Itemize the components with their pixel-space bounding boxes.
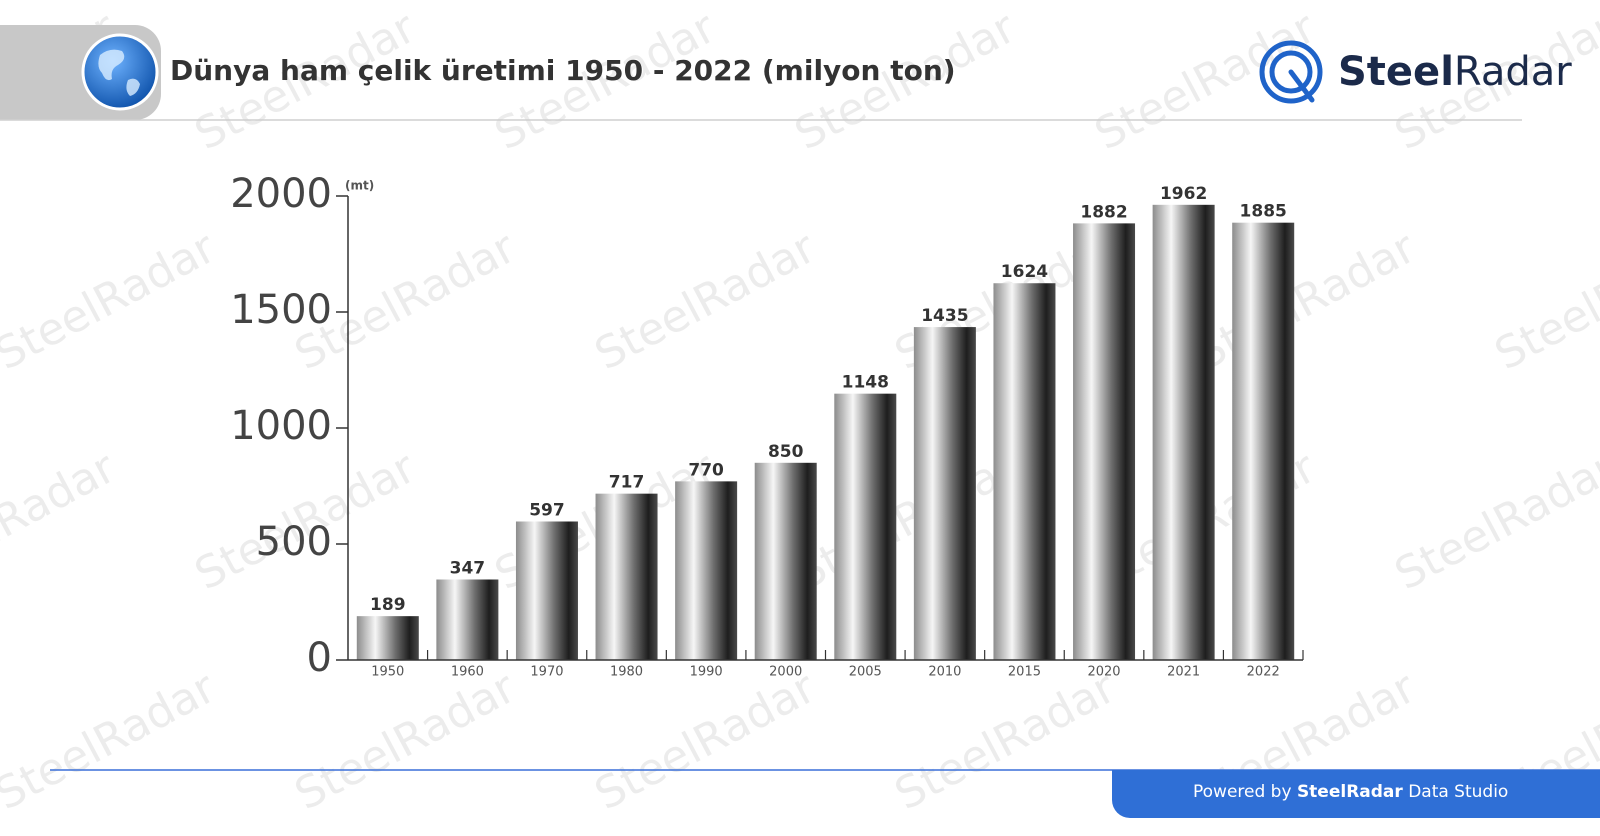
x-tick-label: 1980 [610, 665, 643, 680]
logo-second: Radar [1454, 49, 1572, 95]
x-tick-label: 2010 [928, 665, 961, 680]
bar [595, 493, 658, 660]
bar [834, 393, 897, 660]
globe-land [98, 49, 140, 96]
y-tick-label: 0 [307, 635, 332, 681]
bar [675, 481, 738, 660]
x-tick-label: 2005 [849, 665, 882, 680]
x-tick-label: 1950 [371, 665, 404, 680]
logo-first: Steel [1338, 49, 1454, 95]
globe-icon [81, 33, 159, 111]
value-label: 189 [370, 595, 406, 615]
x-tick-label: 1960 [451, 665, 484, 680]
x-tick-label: 2015 [1008, 665, 1041, 680]
plot: 0 500 1000 1500 2000 189 1950 347 1960 597 1970 717… [230, 171, 1304, 681]
y-tick-label: 500 [256, 519, 332, 565]
x-tick-label: 2021 [1167, 665, 1200, 680]
value-label: 347 [450, 558, 486, 578]
value-label: 1435 [921, 306, 968, 326]
bar [436, 579, 499, 660]
footer-text: Powered by SteelRadar Data Studio [1193, 782, 1508, 802]
watermark: SteelRadar [0, 662, 224, 821]
watermark: SteelRadar [587, 662, 825, 821]
watermark: SteelRadar [287, 662, 525, 821]
bar [1073, 223, 1136, 660]
value-label: 1882 [1080, 202, 1127, 222]
footer-band [1112, 770, 1600, 818]
y-tick-label: 1500 [230, 287, 332, 333]
unit-label: (mt) [345, 179, 374, 193]
x-tick-label: 2020 [1087, 665, 1120, 680]
value-label: 850 [768, 442, 804, 462]
x-tick-label: 2000 [769, 665, 802, 680]
footer-brand: SteelRadar [1297, 782, 1403, 802]
bar [913, 327, 976, 660]
y-tick-label: 2000 [230, 171, 332, 217]
watermark: SteelRadar [0, 442, 124, 601]
watermark: SteelRadar [1387, 442, 1600, 601]
watermark: SteelRadar [887, 662, 1125, 821]
watermark: SteelRadar [0, 222, 224, 381]
value-label: 717 [609, 473, 645, 493]
value-label: 1148 [842, 373, 889, 393]
watermark: SteelRadar [1487, 222, 1600, 381]
logo [1259, 40, 1323, 104]
watermark: SteelRadar [1087, 2, 1325, 161]
x-tick-label: 2022 [1247, 665, 1280, 680]
watermark: SteelRadar [587, 222, 825, 381]
footer-suffix: Data Studio [1408, 782, 1508, 802]
value-label: 770 [688, 460, 724, 480]
bar [356, 616, 419, 660]
y-tick-label: 1000 [230, 403, 332, 449]
footer-prefix: Powered by [1193, 782, 1292, 802]
value-label: 1885 [1240, 202, 1287, 222]
bar [1152, 204, 1215, 661]
value-label: 1962 [1160, 184, 1207, 204]
x-tick-label: 1990 [690, 665, 723, 680]
x-tick-label: 1970 [530, 665, 563, 680]
bar [754, 462, 817, 660]
bar [1232, 222, 1295, 660]
title: Dünya ham çelik üretimi 1950 - 2022 (mil… [170, 54, 956, 87]
watermark: SteelRadar [1187, 222, 1425, 381]
watermark: SteelRadar [787, 442, 1025, 601]
logo-text: SteelRadar [1338, 49, 1572, 95]
bar [515, 521, 578, 660]
value-label: 1624 [1001, 262, 1048, 282]
value-label: 597 [529, 500, 565, 520]
bar [993, 283, 1056, 660]
